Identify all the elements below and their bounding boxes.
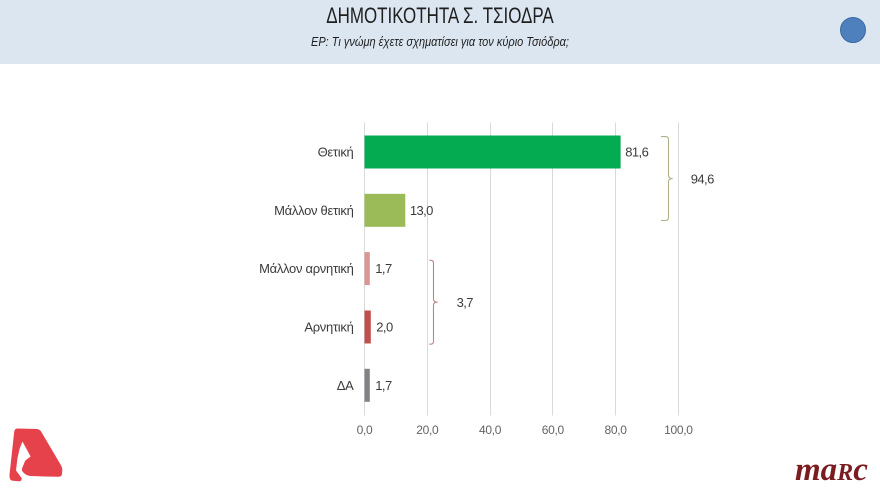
svg-text:ΔΑ: ΔΑ — [337, 378, 354, 393]
svg-text:94,6: 94,6 — [691, 171, 714, 186]
svg-text:Αρνητική: Αρνητική — [304, 320, 353, 335]
svg-text:Μάλλον θετική: Μάλλον θετική — [274, 203, 353, 218]
svg-text:100,0: 100,0 — [664, 423, 693, 437]
svg-text:20,0: 20,0 — [416, 423, 439, 437]
svg-text:2,0: 2,0 — [376, 320, 393, 335]
svg-text:3,7: 3,7 — [457, 295, 474, 310]
svg-text:60,0: 60,0 — [542, 423, 565, 437]
svg-text:81,6: 81,6 — [625, 145, 648, 160]
svg-text:0,0: 0,0 — [357, 423, 373, 437]
svg-text:40,0: 40,0 — [479, 423, 502, 437]
svg-text:1,7: 1,7 — [375, 378, 392, 393]
svg-text:1,7: 1,7 — [375, 261, 392, 276]
svg-text:Μάλλον αρνητική: Μάλλον αρνητική — [259, 261, 353, 276]
svg-text:13,0: 13,0 — [410, 203, 433, 218]
svg-text:80,0: 80,0 — [605, 423, 628, 437]
svg-text:Θετική: Θετική — [318, 145, 354, 160]
